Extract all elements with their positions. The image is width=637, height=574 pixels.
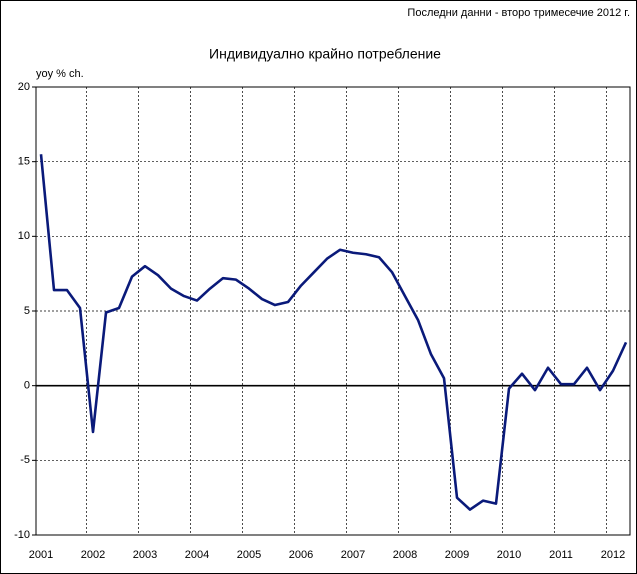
x-tick-label: 2005: [237, 549, 261, 561]
x-tick-label: 2002: [81, 549, 105, 561]
y-axis-label: yoy % ch.: [36, 68, 84, 80]
x-tick-label: 2012: [601, 549, 625, 561]
x-tick-label: 2006: [289, 549, 313, 561]
y-tick-label: -5: [20, 454, 30, 466]
x-tick-label: 2007: [341, 549, 365, 561]
y-tick-label: 20: [18, 81, 30, 93]
y-tick-label: 5: [24, 305, 30, 317]
y-tick-label: 15: [18, 156, 30, 168]
x-tick-label: 2011: [549, 549, 573, 561]
y-tick-label: 10: [18, 230, 30, 242]
series-line: [39, 154, 628, 511]
y-tick-label: -10: [14, 529, 30, 541]
x-tick-label: 2010: [497, 549, 521, 561]
chart-title: Индивидуално крайно потребление: [209, 46, 441, 62]
x-tick-label: 2004: [185, 549, 209, 561]
x-tick-label: 2008: [393, 549, 417, 561]
note: Последни данни - второ тримесечие 2012 г…: [407, 7, 630, 19]
y-tick-label: 0: [24, 380, 30, 392]
x-tick-label: 2003: [133, 549, 157, 561]
x-tick-label: 2001: [29, 549, 53, 561]
x-tick-label: 2009: [445, 549, 469, 561]
